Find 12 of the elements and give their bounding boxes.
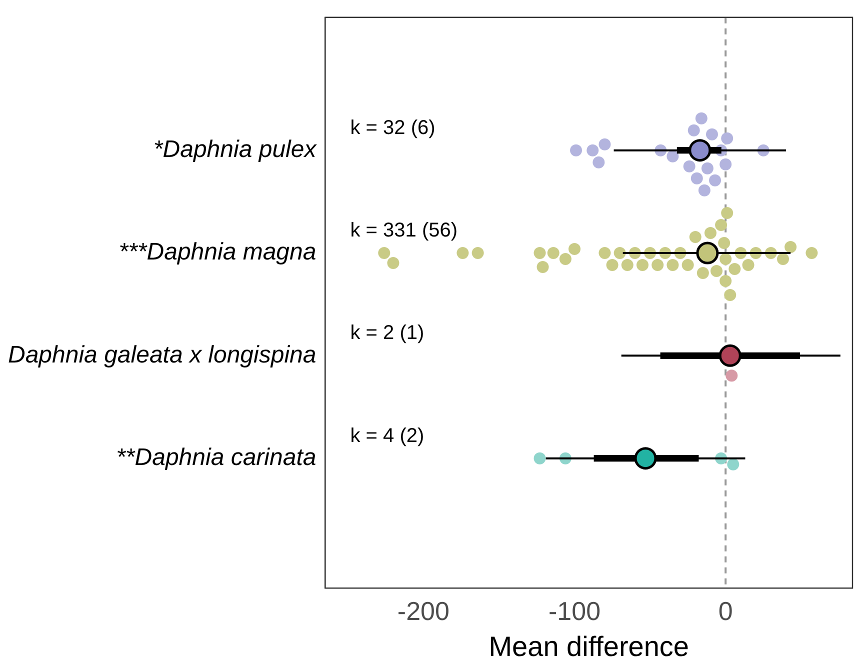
annotation: k = 331 (56) [350, 220, 458, 242]
y-tick-label: Daphnia galeata x longispina [8, 341, 316, 368]
annotation: k = 32 (6) [350, 116, 436, 139]
x-axis-title: Mean difference [488, 630, 690, 662]
x-tick-label: 0 [718, 596, 733, 626]
y-tick-label: *Daphnia pulex [153, 136, 318, 164]
y-tick-label: **Daphnia carinata [116, 444, 316, 472]
x-tick-label: -200 [397, 596, 450, 626]
annotation: k = 2 (1) [350, 322, 424, 344]
y-tick-label: ***Daphnia magna [118, 238, 316, 266]
annotation: k = 4 (2) [350, 424, 424, 447]
x-tick-label: -100 [548, 596, 601, 626]
